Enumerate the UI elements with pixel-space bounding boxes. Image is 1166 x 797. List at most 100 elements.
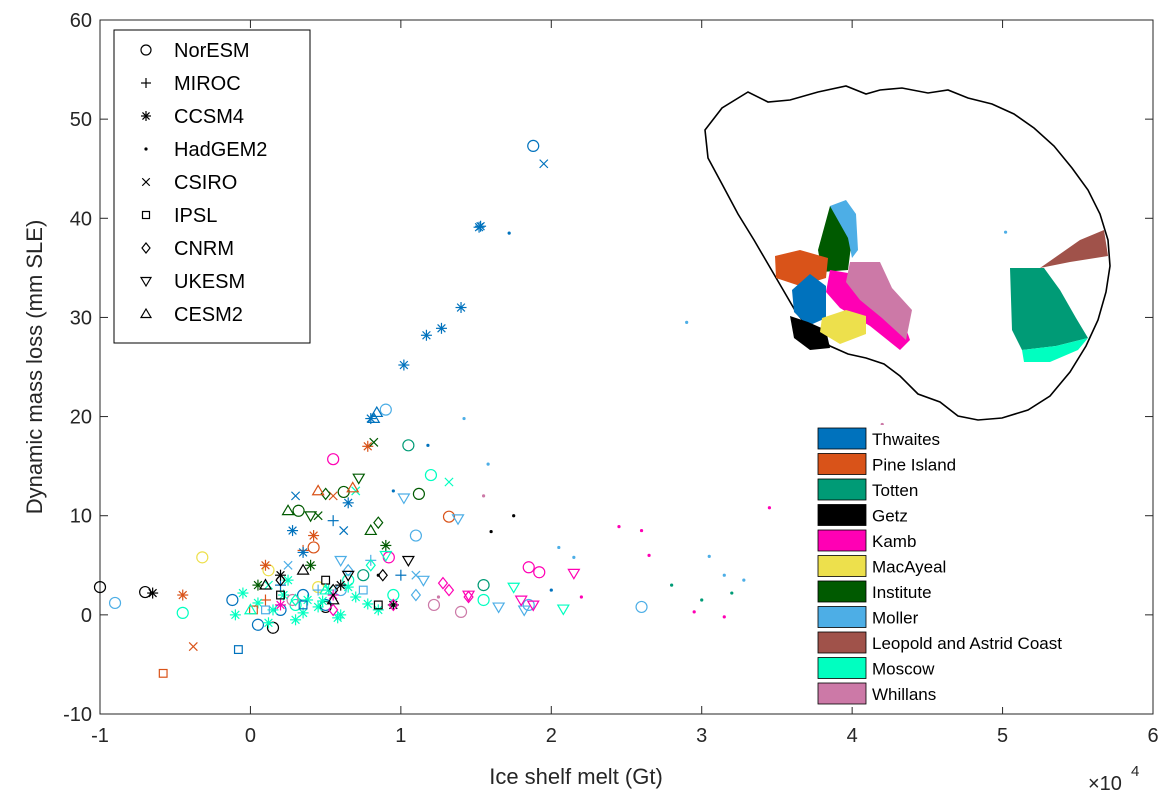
data-point — [742, 578, 746, 582]
plot-area — [99, 19, 1154, 715]
region-label: Totten — [872, 481, 918, 500]
data-point — [350, 591, 362, 603]
legend-marker-hadgem2 — [144, 147, 148, 151]
data-point — [358, 585, 368, 595]
data-point — [486, 462, 490, 466]
data-point — [517, 605, 531, 617]
data-point — [176, 606, 189, 619]
region-label: Leopold and Astrid Coast — [872, 634, 1062, 653]
data-point — [291, 491, 301, 501]
data-point — [276, 590, 285, 600]
data-point — [262, 617, 274, 629]
data-point — [302, 594, 314, 606]
map-region — [1040, 230, 1108, 268]
data-point — [475, 220, 487, 232]
y-tick-label: 60 — [70, 10, 92, 32]
data-point — [307, 541, 320, 554]
data-point — [462, 590, 476, 602]
data-point — [635, 600, 648, 614]
data-point — [395, 569, 407, 581]
data-point — [442, 510, 456, 523]
data-point — [427, 598, 441, 612]
data-point — [444, 477, 454, 487]
data-point — [327, 603, 339, 617]
y-tick-label: 0 — [81, 605, 92, 627]
data-point — [328, 491, 338, 501]
data-point — [297, 546, 309, 558]
y-tick-label: -10 — [63, 704, 92, 726]
data-point — [477, 593, 490, 607]
data-point — [492, 602, 506, 614]
data-point — [321, 575, 331, 585]
legend-model-label: UKESM — [174, 271, 245, 293]
y-tick-label: 10 — [70, 506, 92, 528]
map-region — [1022, 338, 1088, 362]
data-point — [290, 593, 301, 607]
legend-model-label: CSIRO — [174, 172, 237, 194]
data-point — [373, 516, 384, 530]
data-point — [579, 595, 583, 599]
legend-marker-cnrm — [141, 242, 151, 254]
legend-marker-ipsl — [141, 210, 151, 220]
data-point — [305, 559, 317, 571]
data-point — [455, 302, 467, 314]
model-legend: NorESM MIROC CCSM4 HadGEM2 CSIRO IPSL CNRM UKES… — [113, 29, 311, 344]
data-point — [304, 511, 318, 523]
region-swatch — [817, 453, 867, 475]
region-swatch — [817, 555, 867, 577]
data-point — [451, 514, 465, 526]
x-axis-label: Ice shelf melt (Gt) — [489, 764, 663, 789]
data-point — [700, 598, 704, 602]
data-point — [420, 329, 432, 341]
map-region — [846, 262, 912, 340]
legend-model-label: CCSM4 — [174, 106, 244, 128]
map-region — [820, 310, 866, 344]
data-point — [327, 453, 340, 466]
data-point — [367, 411, 381, 424]
data-point — [352, 473, 366, 485]
data-point — [416, 575, 430, 587]
antarctica-inset-map — [704, 85, 1111, 421]
data-point — [692, 610, 696, 614]
data-point — [507, 582, 521, 594]
region-label: Institute — [872, 583, 932, 602]
y-tick-label: 20 — [70, 407, 92, 429]
data-point — [410, 588, 422, 602]
data-point — [567, 568, 581, 580]
y-axis-label: Dynamic mass loss (mm SLE) — [22, 220, 47, 515]
data-point — [196, 551, 209, 564]
region-label: Getz — [872, 507, 908, 526]
data-point — [342, 581, 354, 593]
data-point — [489, 529, 493, 534]
data-point — [436, 595, 441, 599]
data-point — [379, 550, 393, 563]
map-region — [792, 274, 826, 326]
map-region — [790, 316, 830, 350]
data-point — [362, 440, 374, 452]
legend-marker-miroc — [141, 78, 151, 88]
data-point — [278, 589, 290, 601]
data-point — [397, 493, 411, 505]
region-legend: Thwaites Pine Island Totten Getz Kamb MacAyea… — [815, 425, 1105, 707]
data-point — [409, 529, 422, 542]
antarctica-coastline — [704, 85, 1111, 421]
data-point — [177, 589, 189, 601]
data-point — [435, 322, 447, 334]
data-point — [233, 645, 243, 655]
region-swatch — [817, 427, 867, 450]
data-point — [730, 591, 734, 595]
x-axis-exponent: ×10 4 — [1088, 763, 1139, 795]
region-swatch — [817, 504, 867, 526]
data-point — [259, 594, 271, 606]
data-point — [237, 587, 249, 599]
data-point — [369, 437, 379, 447]
y-tick-label: 40 — [70, 208, 92, 230]
data-point — [357, 569, 370, 582]
data-point — [261, 605, 270, 615]
region-label: MacAyeal — [872, 558, 946, 577]
data-point — [351, 486, 361, 496]
data-point — [670, 583, 674, 587]
data-point — [341, 570, 355, 582]
region-label: Whillans — [872, 685, 936, 704]
